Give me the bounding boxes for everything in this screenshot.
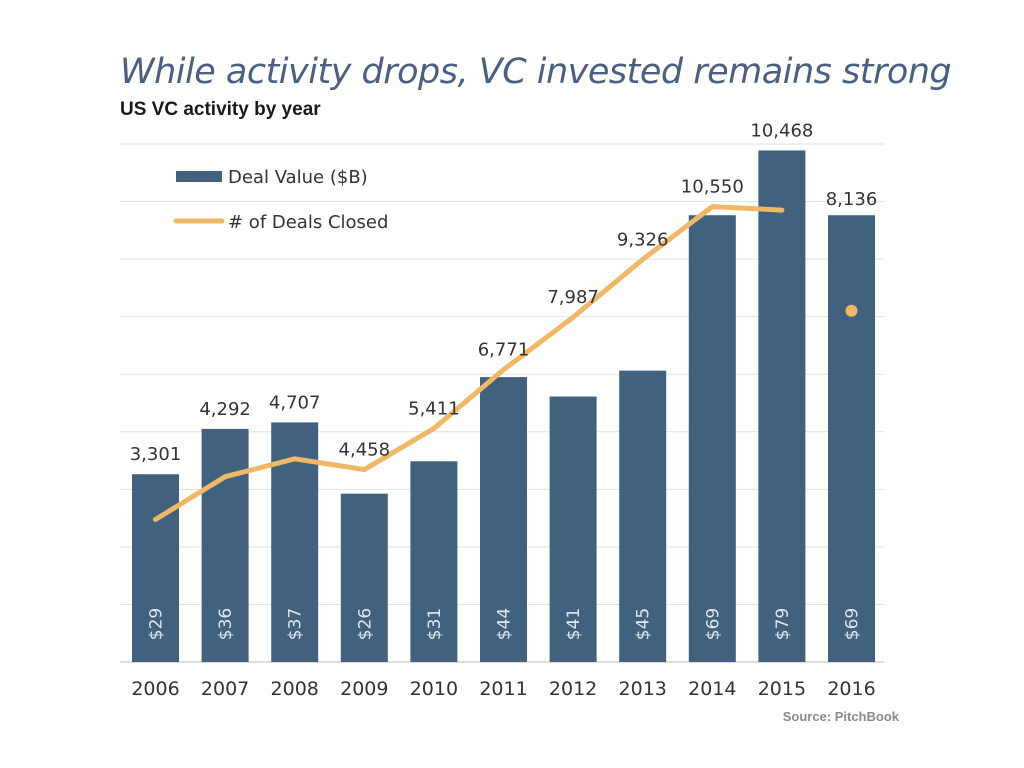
line-value-label: 5,411: [408, 398, 460, 419]
bar-2006: [132, 474, 179, 662]
legend-swatch-deal-value: [176, 171, 222, 182]
line-series: [153, 204, 858, 523]
bar-2016: [828, 215, 875, 662]
bar-value-label: $29: [147, 608, 167, 640]
bar-2015: [758, 150, 806, 662]
x-tick-label: 2010: [410, 678, 458, 700]
legend-label-deals-closed: # of Deals Closed: [228, 212, 388, 233]
x-tick-label: 2011: [479, 678, 527, 700]
legend: Deal Value ($B) # of Deals Closed: [173, 167, 388, 233]
source-note: Source: PitchBook: [782, 709, 899, 724]
bar-2014: [688, 215, 736, 662]
bar-2007: [201, 428, 249, 662]
bar-value-label: $79: [773, 608, 793, 640]
bar-2009: [340, 493, 388, 662]
line-value-label: 8,136: [826, 189, 878, 210]
line-value-label: 4,292: [199, 399, 251, 420]
bar-value-label: $44: [495, 608, 515, 640]
bar-value-label: $41: [564, 608, 584, 640]
x-tick-label: 2015: [758, 678, 806, 700]
bar-value-label: $37: [286, 608, 306, 640]
chart-title: While activity drops, VC invested remain…: [120, 52, 952, 92]
bar-value-label: $26: [355, 608, 375, 640]
bar-value-label: $31: [425, 608, 445, 640]
line-value-label: 4,707: [269, 392, 321, 413]
line-value-label: 4,458: [339, 440, 391, 461]
line-value-label: 3,301: [130, 444, 182, 465]
legend-label-deal-value: Deal Value ($B): [228, 167, 368, 188]
x-tick-label: 2016: [827, 678, 875, 700]
line-value-label: 10,468: [750, 120, 813, 141]
data-labels: $29 $36 $37 $26 $31 $44 $41 $45 $69 $79 $69 3,301 4,…: [130, 120, 878, 640]
line-value-label: 6,771: [478, 340, 530, 361]
x-tick-label: 2007: [201, 678, 249, 700]
x-tick-label: 2012: [549, 678, 597, 700]
bar-2011: [480, 377, 527, 662]
bar-value-label: $36: [216, 608, 236, 640]
line-value-label: 10,550: [681, 177, 744, 198]
x-axis: 2006 2007 2008 2009 2010 2011 2012 2013 2014 2015…: [131, 678, 875, 700]
deals-closed-point-2016: [845, 304, 858, 317]
bar-value-label: $69: [703, 608, 723, 640]
deals-closed-line: [153, 204, 785, 523]
bar-value-label: $69: [843, 608, 863, 640]
bar-value-label: $45: [634, 608, 654, 640]
line-value-label: 9,326: [617, 229, 669, 250]
chart-subtitle: US VC activity by year: [120, 99, 321, 120]
x-tick-label: 2008: [271, 678, 319, 700]
x-tick-label: 2013: [619, 678, 667, 700]
x-tick-label: 2009: [340, 678, 388, 700]
bar-2012: [549, 396, 597, 662]
x-tick-label: 2014: [688, 678, 736, 700]
x-tick-label: 2006: [131, 678, 179, 700]
bar-2013: [619, 370, 667, 662]
line-value-label: 7,987: [547, 287, 599, 308]
bar-2010: [410, 461, 458, 662]
